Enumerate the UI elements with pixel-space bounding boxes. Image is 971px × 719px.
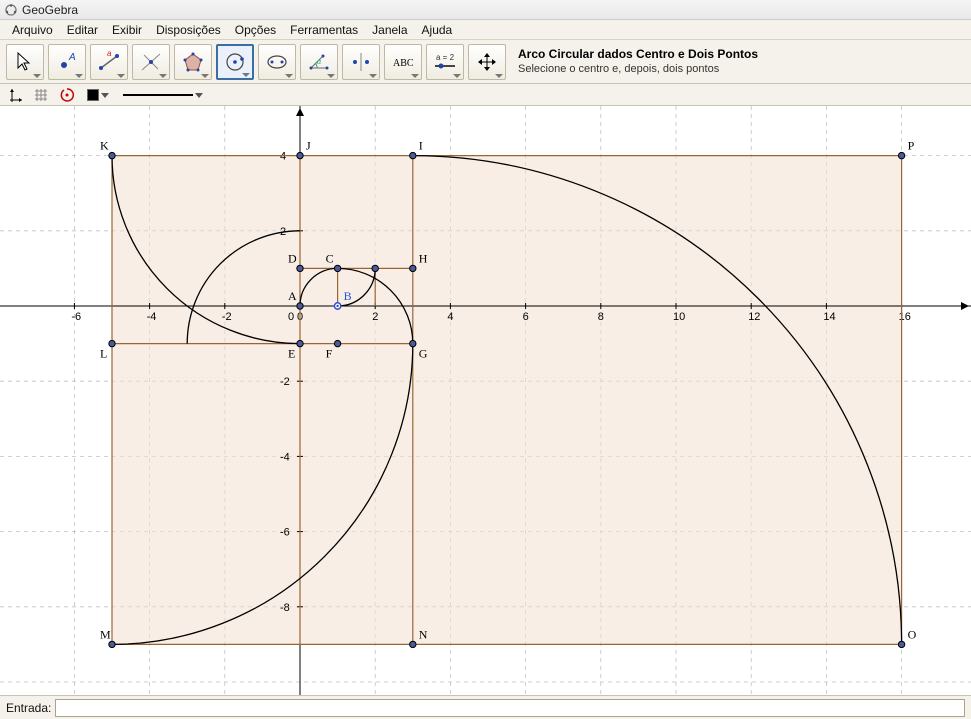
point-a-icon: A <box>52 48 82 76</box>
perpendicular-icon <box>136 48 166 76</box>
menu-exibir[interactable]: Exibir <box>106 22 148 38</box>
svg-text:K: K <box>100 139 109 153</box>
svg-text:M: M <box>100 627 111 641</box>
tool-slider[interactable]: a = 2 <box>426 44 464 80</box>
color-swatch-icon <box>87 89 99 101</box>
title-bar: GeoGebra <box>0 0 971 20</box>
svg-text:16: 16 <box>899 311 911 323</box>
tool-move-view[interactable] <box>468 44 506 80</box>
svg-text:-2: -2 <box>222 311 232 323</box>
menu-ferramentas[interactable]: Ferramentas <box>284 22 364 38</box>
menu-opcoes[interactable]: Opções <box>229 22 282 38</box>
style-bar <box>0 84 971 106</box>
reflect-icon <box>346 48 376 76</box>
svg-text:H: H <box>419 251 428 265</box>
tool-point[interactable]: A <box>48 44 86 80</box>
svg-text:-4: -4 <box>147 311 157 323</box>
tool-help: Arco Circular dados Centro e Dois Pontos… <box>518 47 965 77</box>
graphics-view[interactable]: -6-4-20246810121416-8-6-4-2240ABCDEFGHIJ… <box>0 106 971 695</box>
move-view-icon <box>472 48 502 76</box>
svg-text:4: 4 <box>447 311 453 323</box>
tool-perpendicular[interactable] <box>132 44 170 80</box>
tool-conic[interactable] <box>258 44 296 80</box>
cursor-icon <box>10 48 40 76</box>
svg-text:12: 12 <box>748 311 760 323</box>
svg-text:J: J <box>306 139 311 153</box>
svg-text:6: 6 <box>523 311 529 323</box>
menu-disposicoes[interactable]: Disposições <box>150 22 227 38</box>
svg-text:-6: -6 <box>280 527 290 539</box>
tool-line[interactable]: a <box>90 44 128 80</box>
toggle-axes-icon[interactable] <box>6 86 24 104</box>
svg-text:D: D <box>288 251 297 265</box>
svg-text:-6: -6 <box>71 311 81 323</box>
svg-text:-2: -2 <box>280 376 290 388</box>
tool-polygon[interactable] <box>174 44 212 80</box>
svg-text:10: 10 <box>673 311 685 323</box>
line-style-picker[interactable] <box>120 90 206 100</box>
svg-text:ABC: ABC <box>393 58 414 69</box>
svg-text:C: C <box>326 251 334 265</box>
tool-transform[interactable] <box>342 44 380 80</box>
tool-text[interactable]: ABC <box>384 44 422 80</box>
ellipse-icon <box>262 48 292 76</box>
svg-text:4: 4 <box>280 151 286 163</box>
svg-text:-8: -8 <box>280 602 290 614</box>
input-bar: Entrada: <box>0 695 971 719</box>
angle-icon: α <box>304 48 334 76</box>
svg-text:-4: -4 <box>280 451 290 463</box>
arc-icon <box>220 48 250 76</box>
text-abc-icon: ABC <box>388 48 418 76</box>
tool-circle-arc[interactable] <box>216 44 254 80</box>
menu-arquivo[interactable]: Arquivo <box>6 22 59 38</box>
tool-help-sub: Selecione o centro e, depois, dois ponto… <box>518 62 965 76</box>
segment-icon: a <box>94 48 124 76</box>
tool-move[interactable] <box>6 44 44 80</box>
menu-bar: Arquivo Editar Exibir Disposições Opções… <box>0 20 971 40</box>
svg-text:O: O <box>908 627 917 641</box>
polygon-icon <box>178 48 208 76</box>
svg-text:14: 14 <box>823 311 835 323</box>
tool-angle[interactable]: α <box>300 44 338 80</box>
svg-text:0: 0 <box>288 311 294 323</box>
app-icon <box>4 3 18 17</box>
svg-text:A: A <box>68 52 76 63</box>
svg-text:a = 2: a = 2 <box>436 53 455 62</box>
svg-text:8: 8 <box>598 311 604 323</box>
svg-text:E: E <box>288 347 295 361</box>
menu-editar[interactable]: Editar <box>61 22 104 38</box>
svg-text:L: L <box>100 347 107 361</box>
menu-janela[interactable]: Janela <box>366 22 413 38</box>
toggle-grid-icon[interactable] <box>32 86 50 104</box>
svg-text:I: I <box>419 139 423 153</box>
svg-text:N: N <box>419 627 428 641</box>
svg-text:α: α <box>317 59 322 66</box>
svg-text:G: G <box>419 347 428 361</box>
svg-text:F: F <box>326 347 333 361</box>
svg-text:a: a <box>107 50 112 58</box>
svg-text:B: B <box>344 289 352 303</box>
menu-ajuda[interactable]: Ajuda <box>416 22 459 38</box>
svg-text:P: P <box>908 139 915 153</box>
input-label: Entrada: <box>6 701 51 715</box>
svg-text:2: 2 <box>372 311 378 323</box>
tool-help-title: Arco Circular dados Centro e Dois Pontos <box>518 47 965 63</box>
toolbar: A a α ABC a = 2 Arco Circular dados Cent… <box>0 40 971 84</box>
point-capture-icon[interactable] <box>58 86 76 104</box>
input-field[interactable] <box>55 699 965 717</box>
app-title: GeoGebra <box>22 3 78 17</box>
svg-text:A: A <box>288 289 297 303</box>
slider-icon: a = 2 <box>430 48 460 76</box>
color-picker[interactable] <box>84 88 112 102</box>
